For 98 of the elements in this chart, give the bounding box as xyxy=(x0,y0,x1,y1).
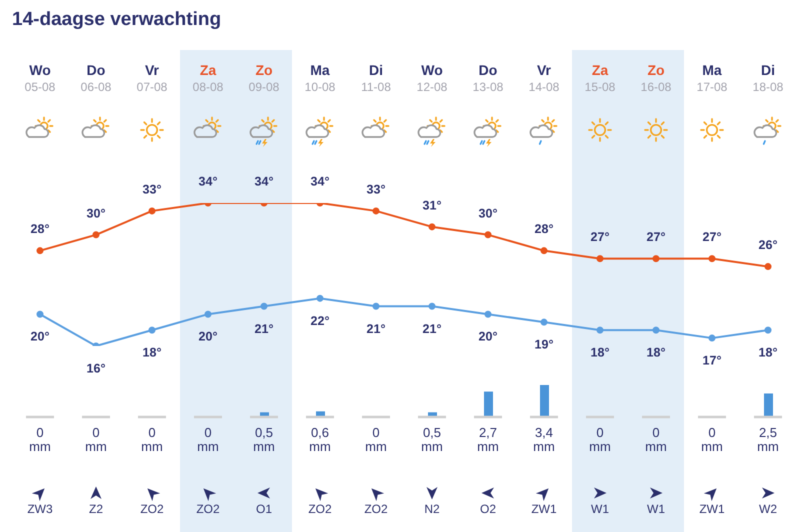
text: N2 xyxy=(424,502,440,516)
data-label: 34° xyxy=(198,174,218,188)
point xyxy=(540,318,548,326)
data-label: 20° xyxy=(198,330,218,344)
text: ZO2 xyxy=(364,502,388,516)
data-label: 18° xyxy=(590,346,610,360)
point xyxy=(36,310,44,318)
data-label: 0,5 mm xyxy=(421,425,443,454)
data-label: 33° xyxy=(142,182,162,196)
point xyxy=(484,310,492,318)
text: ZW3 xyxy=(27,502,53,516)
x-tick-label: Di 18-08 xyxy=(752,62,784,94)
point xyxy=(652,255,660,262)
x-tick-label: Za 08-08 xyxy=(192,62,224,94)
data-label: 33° xyxy=(366,182,386,196)
data-label: 27° xyxy=(646,230,666,244)
data-label: 0 mm xyxy=(701,425,723,454)
data-label: 0,5 mm xyxy=(253,425,275,454)
data-label: 0,6 mm xyxy=(309,425,331,454)
data-label: 26° xyxy=(758,238,778,252)
data-label: 20° xyxy=(30,330,50,344)
text: O2 xyxy=(480,502,496,516)
point xyxy=(316,294,324,302)
chart-title: 14-daagse verwachting xyxy=(12,8,222,32)
text: ZW1 xyxy=(699,502,725,516)
text: ZO2 xyxy=(140,502,164,516)
point xyxy=(596,255,604,262)
point xyxy=(428,223,436,230)
data-label: 0 mm xyxy=(365,425,387,454)
data-label: 0 mm xyxy=(197,425,219,454)
x-tick-label: Vr 07-08 xyxy=(136,62,168,94)
point xyxy=(148,326,156,334)
data-label: 17° xyxy=(702,354,722,368)
data-label: 28° xyxy=(534,222,554,236)
x-tick-label: Ma 17-08 xyxy=(696,62,728,94)
point xyxy=(708,334,716,342)
data-label: 21° xyxy=(366,322,386,336)
data-label: 2,5 mm xyxy=(757,425,779,454)
point xyxy=(372,302,380,310)
bar xyxy=(540,385,549,417)
point xyxy=(148,207,156,214)
point xyxy=(596,326,604,334)
data-label: 0 mm xyxy=(589,425,611,454)
data-label: 2,7 mm xyxy=(477,425,499,454)
point xyxy=(260,302,268,310)
x-tick-label: Do 13-08 xyxy=(472,62,504,94)
data-label: 19° xyxy=(534,338,554,352)
x-tick-label: Vr 14-08 xyxy=(528,62,560,94)
data-label: 0 mm xyxy=(85,425,107,454)
data-label: 21° xyxy=(422,322,442,336)
data-label: 34° xyxy=(310,174,330,188)
point xyxy=(428,302,436,310)
x-tick-label: Wo 12-08 xyxy=(416,62,448,94)
bar xyxy=(764,393,773,417)
data-label: 22° xyxy=(310,314,330,328)
text: Z2 xyxy=(88,502,104,516)
point xyxy=(92,231,100,238)
point xyxy=(764,263,772,270)
data-label: 30° xyxy=(478,206,498,220)
data-label: 27° xyxy=(702,230,722,244)
text: ZW1 xyxy=(531,502,557,516)
data-label: 16° xyxy=(86,362,106,376)
x-tick-label: Za 15-08 xyxy=(584,62,616,94)
data-label: 20° xyxy=(478,330,498,344)
data-label: 0 mm xyxy=(141,425,163,454)
data-label: 0 mm xyxy=(29,425,51,454)
point xyxy=(204,310,212,318)
text: W1 xyxy=(591,502,610,516)
point xyxy=(540,247,548,254)
data-label: 34° xyxy=(254,174,274,188)
data-label: 18° xyxy=(758,346,778,360)
point xyxy=(652,326,660,334)
text: ZO2 xyxy=(196,502,220,516)
point xyxy=(484,231,492,238)
text: W2 xyxy=(759,502,778,516)
data-label: 0 mm xyxy=(645,425,667,454)
data-label: 3,4 mm xyxy=(533,425,555,454)
point xyxy=(372,207,380,214)
bar xyxy=(484,392,493,417)
data-label: 27° xyxy=(590,230,610,244)
data-label: 28° xyxy=(30,222,50,236)
data-label: 30° xyxy=(86,206,106,220)
data-label: 18° xyxy=(646,346,666,360)
x-tick-label: Wo 05-08 xyxy=(24,62,56,94)
x-tick-label: Do 06-08 xyxy=(80,62,112,94)
text: O1 xyxy=(256,502,272,516)
point xyxy=(708,255,716,262)
data-label: 31° xyxy=(422,198,442,212)
x-tick-label: Di 11-08 xyxy=(361,62,392,94)
x-tick-label: Zo 16-08 xyxy=(640,62,672,94)
text: ZO2 xyxy=(308,502,332,516)
point xyxy=(36,247,44,254)
x-tick-label: Zo 09-08 xyxy=(248,62,280,94)
data-label: 21° xyxy=(254,322,274,336)
point xyxy=(764,326,772,334)
x-tick-label: Ma 10-08 xyxy=(304,62,336,94)
text: W1 xyxy=(647,502,666,516)
data-label: 18° xyxy=(142,346,162,360)
